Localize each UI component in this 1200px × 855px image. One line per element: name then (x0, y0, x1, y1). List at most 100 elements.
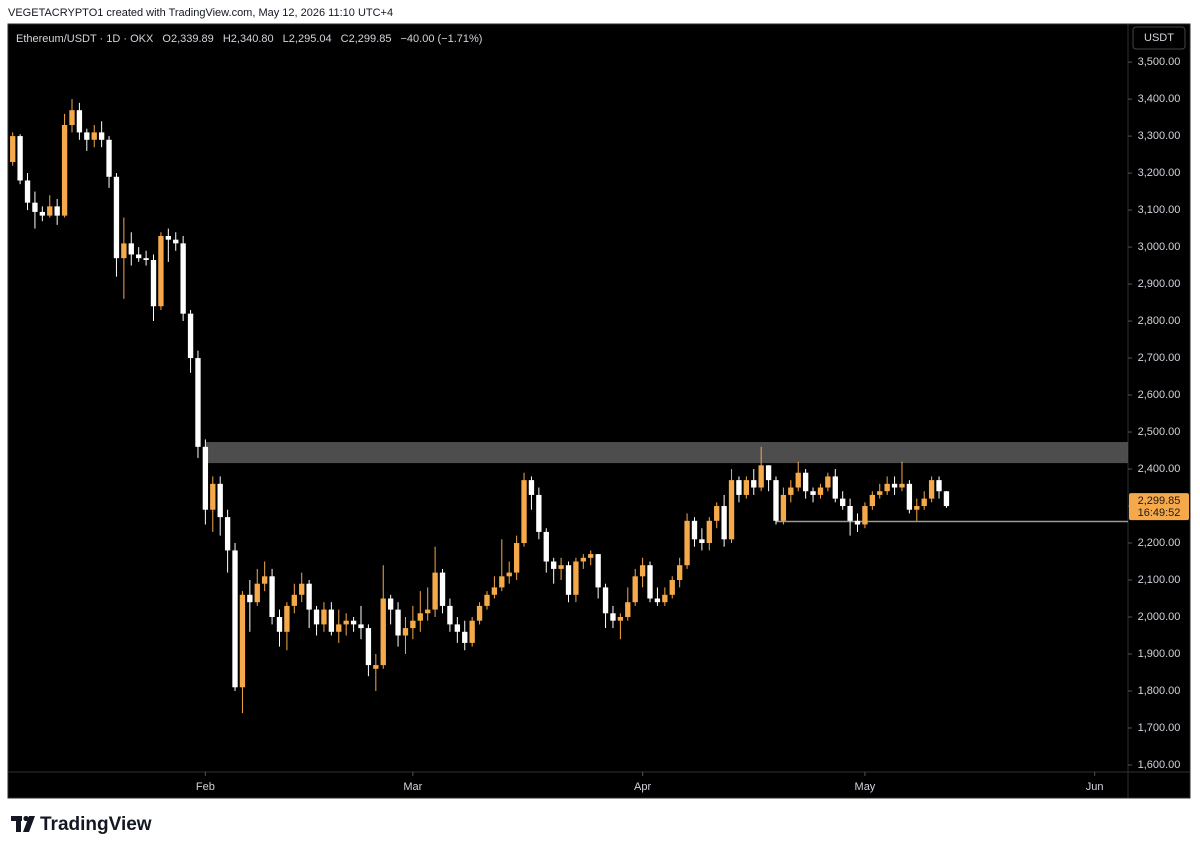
candle-body (906, 483, 913, 510)
candle-body (743, 480, 750, 495)
candle-body (365, 628, 372, 666)
y-tick-label: 3,300.00 (1138, 130, 1181, 142)
y-tick-label: 2,500.00 (1138, 426, 1181, 438)
candle-body (106, 139, 112, 177)
candle-body (847, 506, 853, 521)
y-tick-label: 3,400.00 (1138, 93, 1181, 105)
candle-body (165, 235, 171, 240)
candle-body (350, 620, 357, 625)
y-tick-label: 2,200.00 (1138, 537, 1181, 549)
candle-body (506, 572, 512, 577)
candle-body (788, 487, 794, 495)
candle-body (714, 506, 720, 521)
candle-body (224, 517, 231, 551)
candle-body (217, 483, 223, 518)
candle-body (113, 176, 120, 259)
candle-body (306, 583, 312, 610)
candle-body (869, 494, 876, 507)
x-tick-label: Apr (634, 781, 651, 793)
y-tick-label: 3,200.00 (1138, 167, 1181, 179)
candle-body (232, 550, 238, 688)
logo-slash (23, 816, 35, 832)
candle-body (239, 594, 246, 688)
candle-body (817, 487, 824, 495)
candle-body (484, 594, 490, 606)
currency-unit[interactable]: USDT (1144, 32, 1174, 44)
candle-body (610, 613, 616, 621)
candle-body (728, 480, 735, 540)
candle-body (69, 110, 75, 125)
candle-body (291, 594, 297, 606)
x-tick-label: Feb (196, 781, 215, 793)
candle-body (936, 480, 942, 492)
candle-body (832, 476, 838, 499)
ohlc-low: L2,295.04 (283, 33, 332, 45)
candle-body (358, 624, 364, 629)
candle-body (588, 554, 594, 558)
candle-body (425, 609, 431, 614)
y-tick-label: 3,000.00 (1138, 241, 1181, 253)
candle-body (454, 624, 461, 632)
countdown: 16:49:52 (1138, 507, 1181, 519)
candle-body (47, 206, 53, 216)
candle-body (662, 594, 668, 603)
resistance-zone (206, 442, 1128, 464)
candle-body (647, 565, 653, 599)
currency-box[interactable] (1132, 26, 1186, 50)
candle-body (765, 465, 772, 481)
candle-body (150, 260, 157, 307)
candle-body (773, 480, 779, 521)
candle-body (684, 520, 690, 566)
candle-body (136, 254, 142, 259)
candle-body (195, 358, 201, 447)
candle-body (891, 483, 898, 488)
candle-body (387, 598, 394, 610)
candle-body (76, 110, 83, 133)
candle-body (61, 124, 68, 216)
candle-body (617, 616, 624, 621)
ohlc-change: −40.00 (−1.71%) (401, 33, 483, 45)
candle-body (884, 483, 890, 492)
last-price-label: 2,299.85 (1138, 495, 1181, 507)
candle-body (91, 132, 97, 140)
candle-body (810, 491, 816, 495)
x-tick-label: Jun (1086, 781, 1104, 793)
candle-body (669, 580, 675, 595)
symbol: Ethereum/USDT · 1D · OKX (16, 33, 154, 45)
candle-body (276, 616, 283, 632)
candle-body (17, 136, 23, 181)
candle-body (210, 483, 216, 510)
candle-body (758, 465, 764, 488)
y-tick-label: 3,100.00 (1138, 204, 1181, 216)
plot: 1,600.00 1,700.00 1,800.00 1,900.00 2,000.00… (10, 56, 1180, 793)
x-tick-label: May (855, 781, 876, 793)
candle-body (247, 594, 253, 603)
candle-body (432, 572, 438, 610)
candle-body (899, 483, 905, 488)
candle-body (862, 506, 868, 525)
candle-body (476, 605, 483, 621)
candle-body (299, 583, 305, 595)
candle-body (39, 211, 46, 216)
last-price-box (1129, 493, 1189, 521)
candle-body (551, 561, 557, 569)
candle-body (558, 565, 564, 569)
candle-body (491, 587, 498, 595)
candle-body (269, 576, 275, 617)
candle-body (721, 506, 727, 540)
candle-body (187, 313, 194, 359)
logo-stem (16, 816, 21, 832)
y-tick-label: 2,000.00 (1138, 611, 1181, 623)
candle-body (410, 620, 416, 629)
y-tick-label: 1,800.00 (1138, 685, 1181, 697)
candle-body (914, 506, 920, 510)
y-tick-label: 1,700.00 (1138, 722, 1181, 734)
x-tick-label: Mar (403, 781, 422, 793)
candle-body (513, 543, 520, 573)
candle-body (343, 620, 349, 625)
brand: TradingView (40, 814, 152, 835)
candle-body (928, 480, 935, 499)
candle-body (639, 565, 646, 577)
y-tick-label: 2,800.00 (1138, 315, 1181, 327)
